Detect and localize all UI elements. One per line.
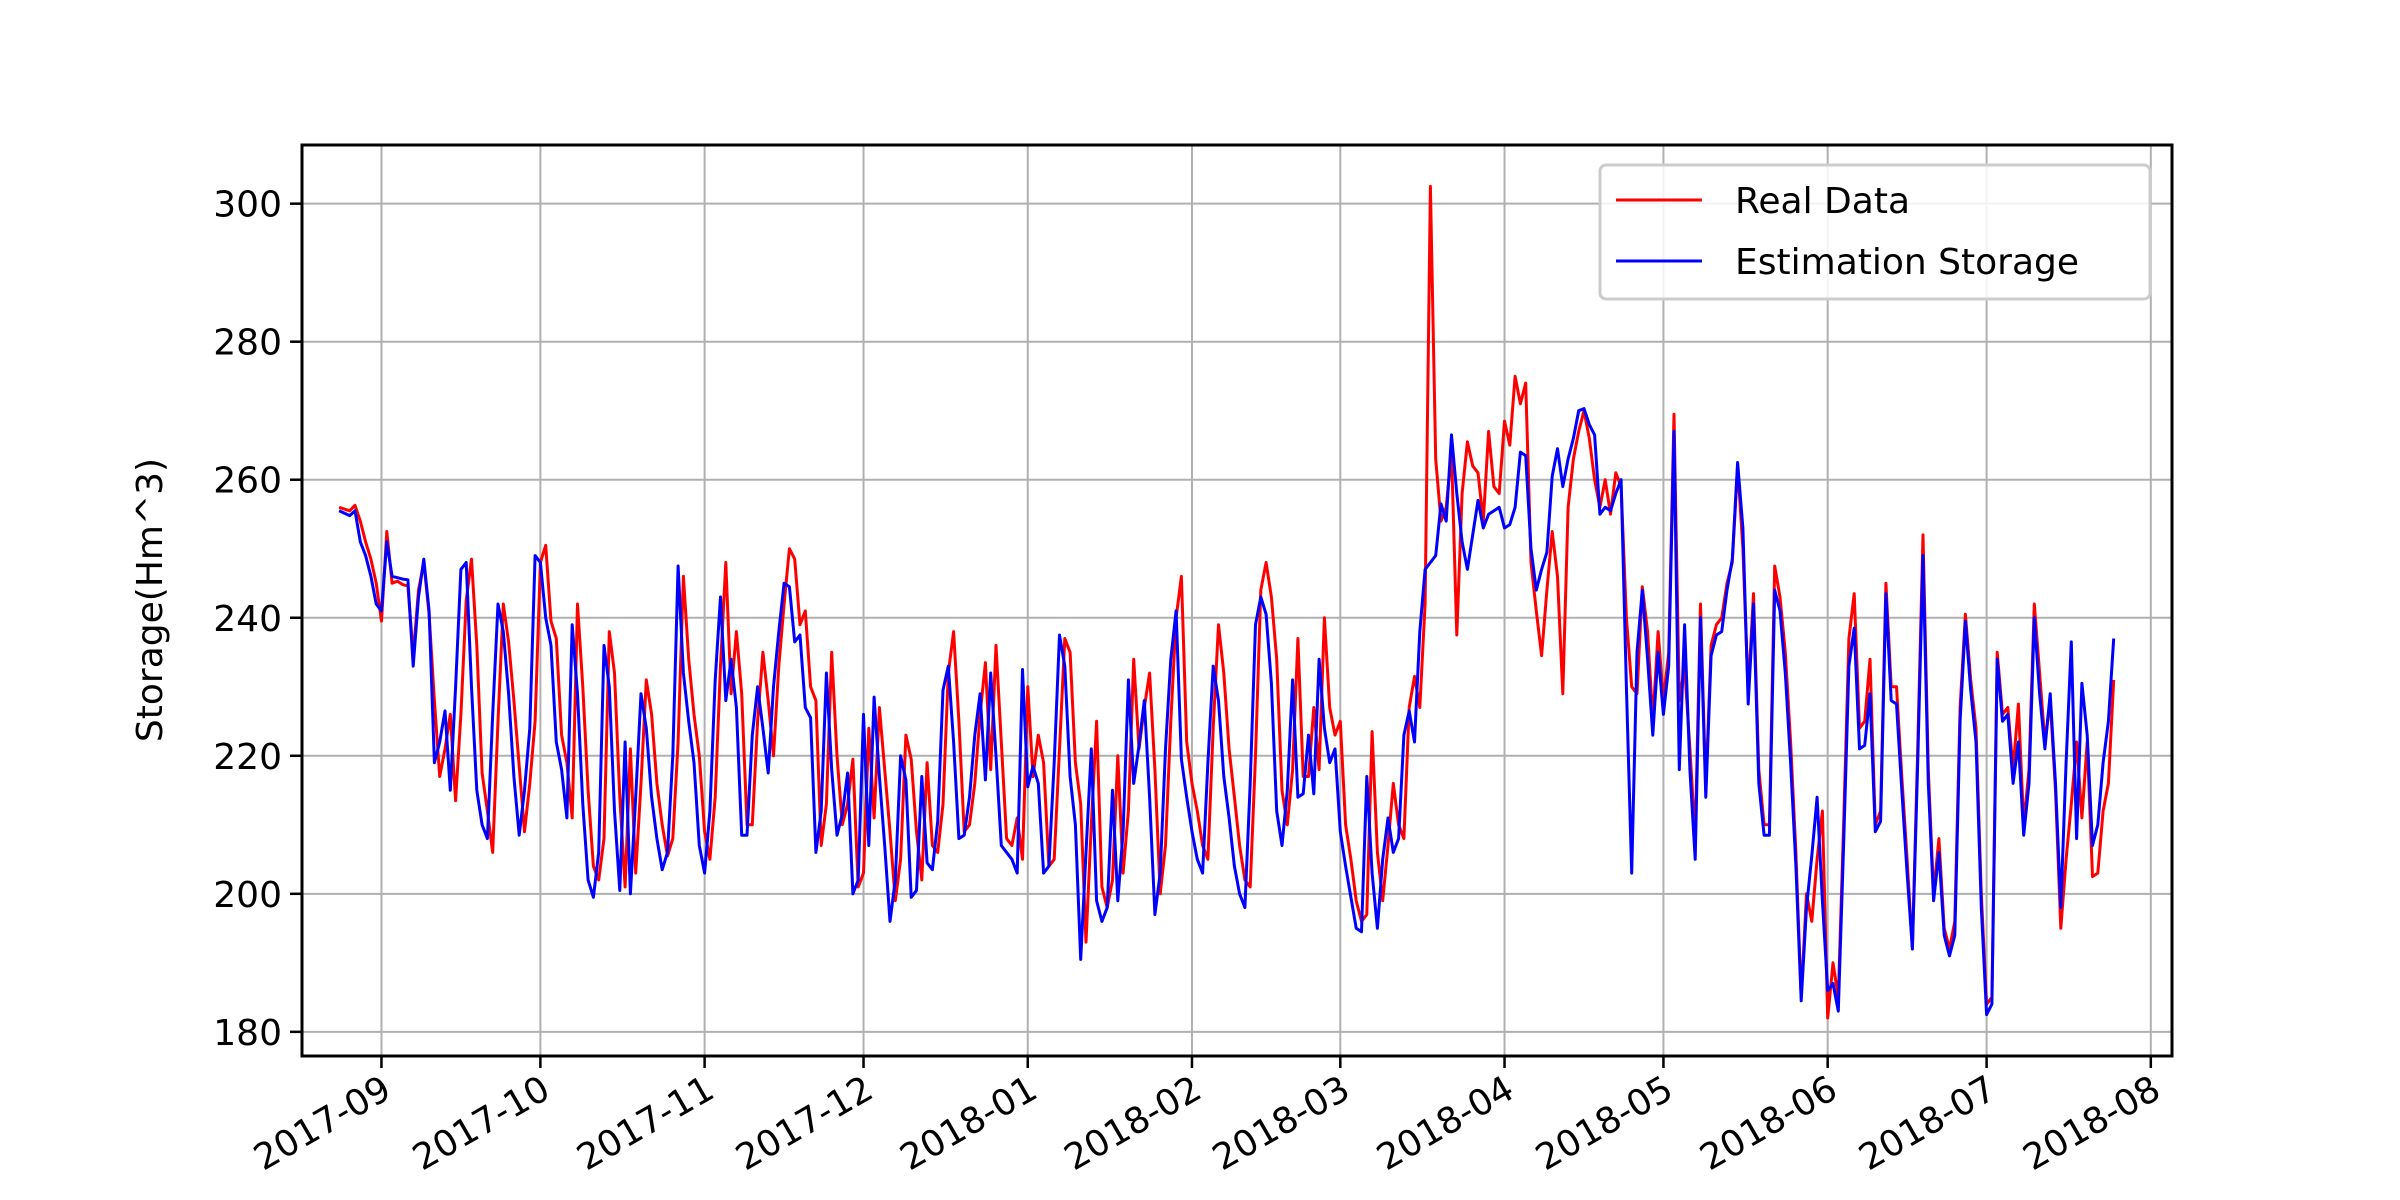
x-tick-label: 2018-04 [1370, 1068, 1521, 1179]
legend-label-estimation-storage: Estimation Storage [1735, 242, 2079, 283]
y-axis-label: Storage(Hm^3) [130, 458, 171, 742]
legend-label-real-data: Real Data [1735, 181, 1910, 222]
y-tick-label: 300 [213, 185, 282, 226]
x-tick-label: 2018-08 [2017, 1068, 2168, 1179]
y-tick-label: 220 [213, 737, 282, 778]
y-tick-label: 180 [213, 1013, 282, 1054]
x-tick-label: 2017-12 [729, 1068, 880, 1179]
plot-frame [300, 143, 2174, 1058]
x-tick-label: 2018-05 [1529, 1068, 1680, 1179]
x-tick-label: 2018-02 [1058, 1068, 1209, 1179]
x-tick-label: 2018-03 [1206, 1068, 1357, 1179]
y-tick-label: 240 [213, 599, 282, 640]
y-tick-label: 280 [213, 323, 282, 364]
x-tick-label: 2017-09 [247, 1068, 398, 1179]
grid-lines [302, 145, 2172, 1056]
x-tick-label: 2018-07 [1852, 1068, 2003, 1179]
x-tick-label: 2017-11 [570, 1068, 721, 1179]
y-tick-label: 200 [213, 875, 282, 916]
x-axis-ticks: 2017-09 2017-10 2017-11 2017-12 2018-01 2018-… [247, 1056, 2167, 1179]
x-tick-label: 2017-10 [406, 1068, 557, 1179]
legend-box [1598, 163, 2152, 301]
x-tick-label: 2018-01 [893, 1068, 1044, 1179]
y-tick-label: 260 [213, 461, 282, 502]
y-axis-ticks: 180 200 220 240 260 280 300 [213, 185, 302, 1054]
series-line-estimation-storage [338, 407, 2116, 1017]
x-tick-label: 2018-06 [1693, 1068, 1844, 1179]
series-lines [338, 184, 2116, 1020]
legend: Real Data Estimation Storage [1598, 163, 2152, 301]
